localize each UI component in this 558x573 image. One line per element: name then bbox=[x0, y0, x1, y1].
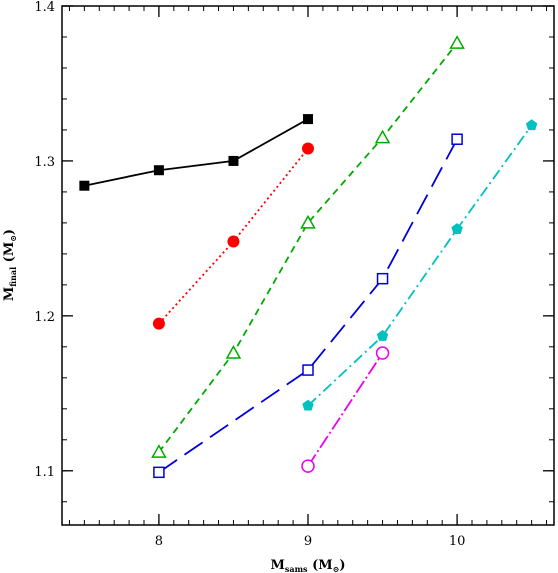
x-tick-label: 10 bbox=[449, 534, 466, 549]
data-point-square bbox=[79, 180, 90, 191]
series-2 bbox=[152, 142, 314, 330]
y-tick-label: 1.3 bbox=[34, 155, 55, 170]
data-point-circle bbox=[152, 317, 165, 330]
y-axis-label-sub: final bbox=[8, 267, 18, 287]
x-axis-label-unit-close: ) bbox=[339, 558, 345, 573]
data-point-triangle bbox=[225, 345, 242, 359]
y-tick-label: 1.4 bbox=[34, 0, 55, 15]
data-point-pentagon bbox=[376, 329, 389, 341]
y-axis-label-unit-close: ) bbox=[2, 229, 17, 235]
data-point-circle bbox=[301, 459, 315, 473]
y-axis-label-unit-open: (M bbox=[2, 242, 17, 267]
data-point-square bbox=[302, 364, 314, 376]
plot-frame bbox=[61, 5, 555, 526]
series-3 bbox=[151, 35, 465, 458]
x-axis-label-sub: sams bbox=[285, 564, 308, 573]
y-axis-label: Mfinal (M⊙) bbox=[2, 229, 18, 301]
data-point-pentagon bbox=[302, 399, 314, 411]
x-axis-label: Msams (M⊙) bbox=[271, 558, 346, 573]
y-tick-label: 1.1 bbox=[34, 465, 55, 480]
series-line bbox=[158, 42, 458, 453]
series-line bbox=[158, 138, 458, 474]
tick-labels: 8 9 10 1.1 1.2 1.3 1.4 bbox=[34, 0, 465, 549]
data-point-triangle bbox=[449, 35, 465, 49]
data-point-square bbox=[153, 165, 164, 176]
y-tick-label: 1.2 bbox=[34, 310, 55, 325]
x-axis-label-sun-symbol: ⊙ bbox=[333, 564, 340, 573]
series-5 bbox=[302, 119, 538, 411]
data-point-triangle bbox=[151, 444, 167, 458]
data-point-circle bbox=[227, 235, 240, 248]
series-line bbox=[84, 118, 309, 187]
minor-ticks bbox=[62, 5, 554, 525]
data-point-circle bbox=[302, 142, 314, 155]
data-point-pentagon bbox=[525, 119, 538, 131]
series-6 bbox=[301, 346, 390, 473]
data-point-square bbox=[228, 155, 239, 166]
x-axis-label-unit-open: (M bbox=[308, 558, 333, 573]
data-point-triangle bbox=[300, 214, 316, 229]
y-axis-label-sun-symbol: ⊙ bbox=[8, 235, 18, 242]
y-axis-label-main: M bbox=[2, 287, 17, 301]
series-layer bbox=[79, 35, 538, 479]
series-line bbox=[307, 124, 533, 407]
x-tick-label: 9 bbox=[304, 534, 312, 549]
x-tick-label: 8 bbox=[155, 534, 163, 549]
major-ticks bbox=[62, 5, 554, 525]
data-point-square bbox=[153, 466, 165, 479]
series-line bbox=[307, 352, 384, 467]
data-point-circle bbox=[375, 346, 390, 360]
series-4 bbox=[153, 133, 463, 479]
data-point-square bbox=[376, 272, 389, 285]
data-point-square bbox=[451, 133, 463, 145]
series-1 bbox=[79, 114, 313, 191]
data-point-square bbox=[303, 114, 313, 125]
x-axis-label-main: M bbox=[271, 558, 285, 573]
data-point-triangle bbox=[374, 129, 391, 144]
data-point-pentagon bbox=[451, 223, 463, 234]
